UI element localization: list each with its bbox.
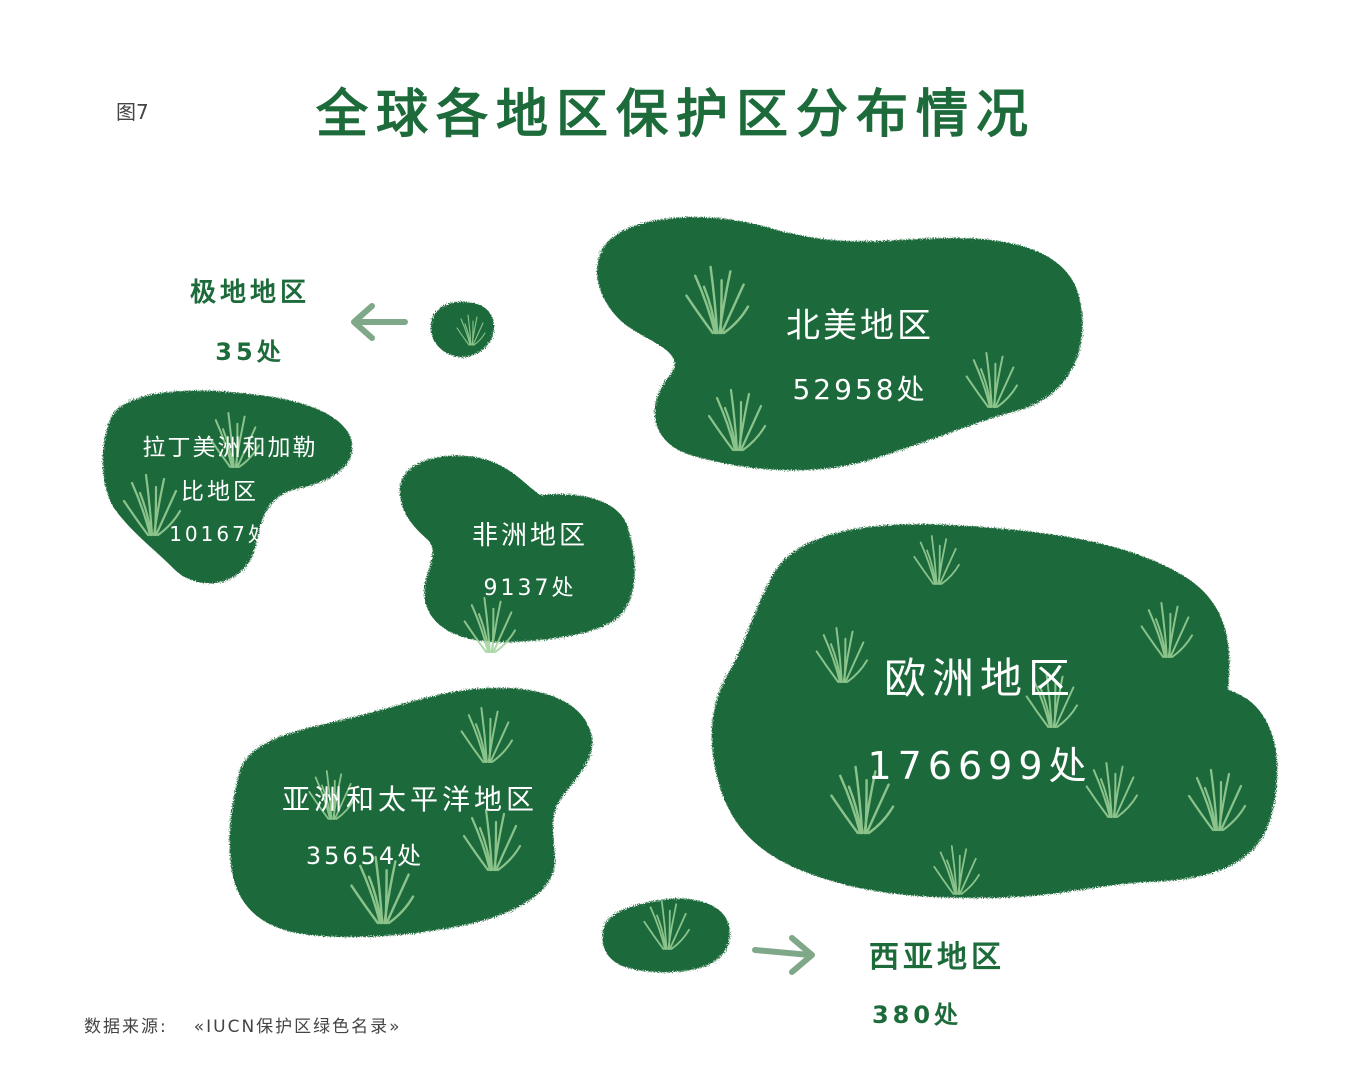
grass-tuft-icon [815, 627, 868, 683]
grass-tuft-icon [913, 535, 960, 585]
grass-tuft-icon [707, 388, 767, 452]
region-europe-count: 176699处 [867, 744, 1093, 788]
grass-tuft-icon [685, 265, 750, 335]
region-west-asia-name: 西亚地区 [869, 940, 1005, 975]
region-latin-america-count: 10167处 [169, 522, 271, 546]
blob-north-america [596, 216, 1083, 471]
grass-tuft-icon [1140, 602, 1193, 658]
data-source: 数据来源: «IUCN保护区绿色名录» [84, 1012, 402, 1037]
blob-asia-pacific [229, 687, 593, 937]
grass-tuft-icon [122, 473, 182, 537]
grass-decoration [122, 265, 1247, 950]
data-source-reference: «IUCN保护区绿色名录» [193, 1017, 402, 1037]
region-latin-america-name-line1: 拉丁美洲和加勒 [142, 435, 318, 461]
grass-tuft-icon [463, 597, 516, 653]
region-africa-name: 非洲地区 [471, 521, 588, 551]
grass-tuft-icon [830, 765, 895, 835]
region-polar-name: 极地地区 [189, 278, 310, 308]
blob-europe [711, 524, 1278, 898]
region-asia-pacific-count: 35654处 [305, 842, 425, 870]
grass-tuft-icon [462, 808, 522, 872]
grass-tuft-icon [308, 770, 355, 820]
grass-tuft-icon [456, 314, 486, 346]
blob-africa [400, 455, 635, 642]
page-title: 全球各地区保护区分布情况 [315, 85, 1036, 145]
figure-label: 图7 [116, 100, 149, 124]
grass-tuft-icon [1085, 762, 1138, 818]
region-polar-count: 35处 [215, 338, 285, 366]
region-north-america-name: 北美地区 [786, 306, 934, 346]
region-west-asia-count: 380处 [871, 1001, 963, 1029]
data-source-label: 数据来源: [84, 1017, 168, 1037]
grass-tuft-icon [350, 855, 415, 925]
region-north-america-count: 52958处 [792, 373, 928, 406]
grass-tuft-icon [1025, 672, 1078, 728]
arrow-right-icon [752, 935, 815, 975]
blob-latin-america [102, 390, 353, 584]
blob-polar [430, 301, 495, 358]
region-asia-pacific-name: 亚洲和太平洋地区 [281, 783, 538, 816]
region-latin-america-name-line2: 比地区 [181, 479, 259, 505]
grass-tuft-icon [460, 707, 513, 763]
region-europe-name: 欧洲地区 [883, 654, 1076, 703]
grass-tuft-icon [1187, 768, 1247, 832]
grass-tuft-icon [643, 900, 690, 950]
grass-tuft-icon [965, 352, 1018, 408]
grass-tuft-icon [207, 412, 260, 468]
grass-tuft-icon [933, 845, 980, 895]
arrow-left-icon [351, 303, 408, 341]
region-africa-count: 9137处 [483, 576, 577, 601]
